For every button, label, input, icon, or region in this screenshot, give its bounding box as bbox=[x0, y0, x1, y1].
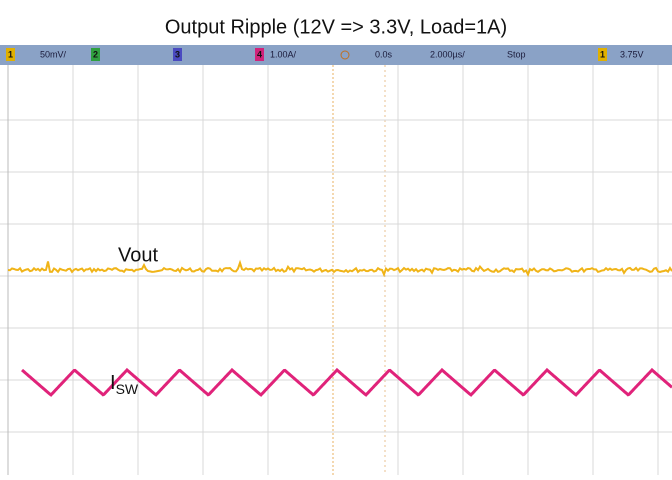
isw-main: I bbox=[110, 372, 116, 394]
trigger-box bbox=[598, 48, 607, 61]
ch2-label: 2 bbox=[93, 49, 98, 59]
isw-sub: SW bbox=[116, 381, 139, 397]
trigger-level: 3.75V bbox=[620, 49, 644, 59]
ch3-box bbox=[173, 48, 182, 61]
trigger-channel: 1 bbox=[600, 49, 605, 59]
ch1-label: 1 bbox=[8, 49, 13, 59]
title: Output Ripple (12V => 3.3V, Load=1A) bbox=[165, 16, 507, 38]
status-bar bbox=[0, 45, 672, 65]
ch4-scale: 1.00A/ bbox=[270, 49, 297, 59]
run-state: Stop bbox=[507, 49, 526, 59]
delay: 0.0s bbox=[375, 49, 393, 59]
ch3-label: 3 bbox=[175, 49, 180, 59]
isw-label: ISW bbox=[110, 372, 139, 396]
ch1-scale: 50mV/ bbox=[40, 49, 67, 59]
timebase: 2.000µs/ bbox=[430, 49, 465, 59]
ch4-label: 4 bbox=[257, 49, 262, 59]
ch2-box bbox=[91, 48, 100, 61]
ch1-box bbox=[6, 48, 15, 61]
vout-label: Vout bbox=[118, 244, 158, 266]
ch4-box bbox=[255, 48, 264, 61]
isw-trace bbox=[20, 367, 672, 397]
vout-trace bbox=[7, 259, 672, 278]
delay-icon bbox=[340, 50, 350, 60]
